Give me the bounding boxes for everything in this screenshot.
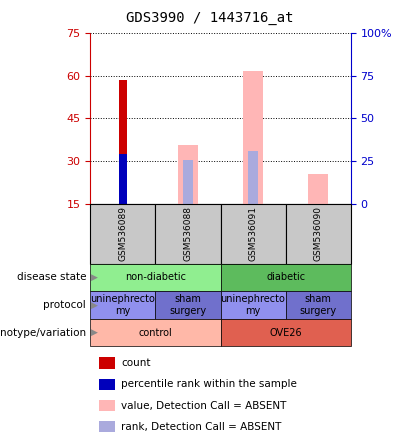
Text: GSM536090: GSM536090 xyxy=(314,206,323,261)
Bar xyxy=(118,154,127,204)
Text: disease state: disease state xyxy=(17,273,86,282)
Text: percentile rank within the sample: percentile rank within the sample xyxy=(121,379,297,389)
Text: GDS3990 / 1443716_at: GDS3990 / 1443716_at xyxy=(126,11,294,25)
Text: OVE26: OVE26 xyxy=(269,328,302,337)
Text: ▶: ▶ xyxy=(91,328,98,337)
Text: sham
surgery: sham surgery xyxy=(299,294,337,316)
Bar xyxy=(178,145,198,204)
Text: diabetic: diabetic xyxy=(266,273,305,282)
Text: protocol: protocol xyxy=(43,300,86,310)
Text: GSM536091: GSM536091 xyxy=(249,206,257,261)
Text: ▶: ▶ xyxy=(91,273,98,282)
Text: sham
surgery: sham surgery xyxy=(169,294,207,316)
Text: rank, Detection Call = ABSENT: rank, Detection Call = ABSENT xyxy=(121,422,281,432)
Text: uninephrecto
my: uninephrecto my xyxy=(90,294,155,316)
Text: value, Detection Call = ABSENT: value, Detection Call = ABSENT xyxy=(121,400,286,411)
Text: genotype/variation: genotype/variation xyxy=(0,328,86,337)
Bar xyxy=(118,80,127,204)
Text: non-diabetic: non-diabetic xyxy=(125,273,186,282)
Text: ▶: ▶ xyxy=(91,301,98,309)
Text: GSM536089: GSM536089 xyxy=(118,206,127,261)
Bar xyxy=(183,160,193,204)
Text: control: control xyxy=(139,328,172,337)
Text: count: count xyxy=(121,358,150,368)
Text: GSM536088: GSM536088 xyxy=(184,206,192,261)
Bar xyxy=(308,174,328,204)
Text: uninephrecto
my: uninephrecto my xyxy=(220,294,286,316)
Bar xyxy=(248,151,258,204)
Bar xyxy=(243,71,263,204)
